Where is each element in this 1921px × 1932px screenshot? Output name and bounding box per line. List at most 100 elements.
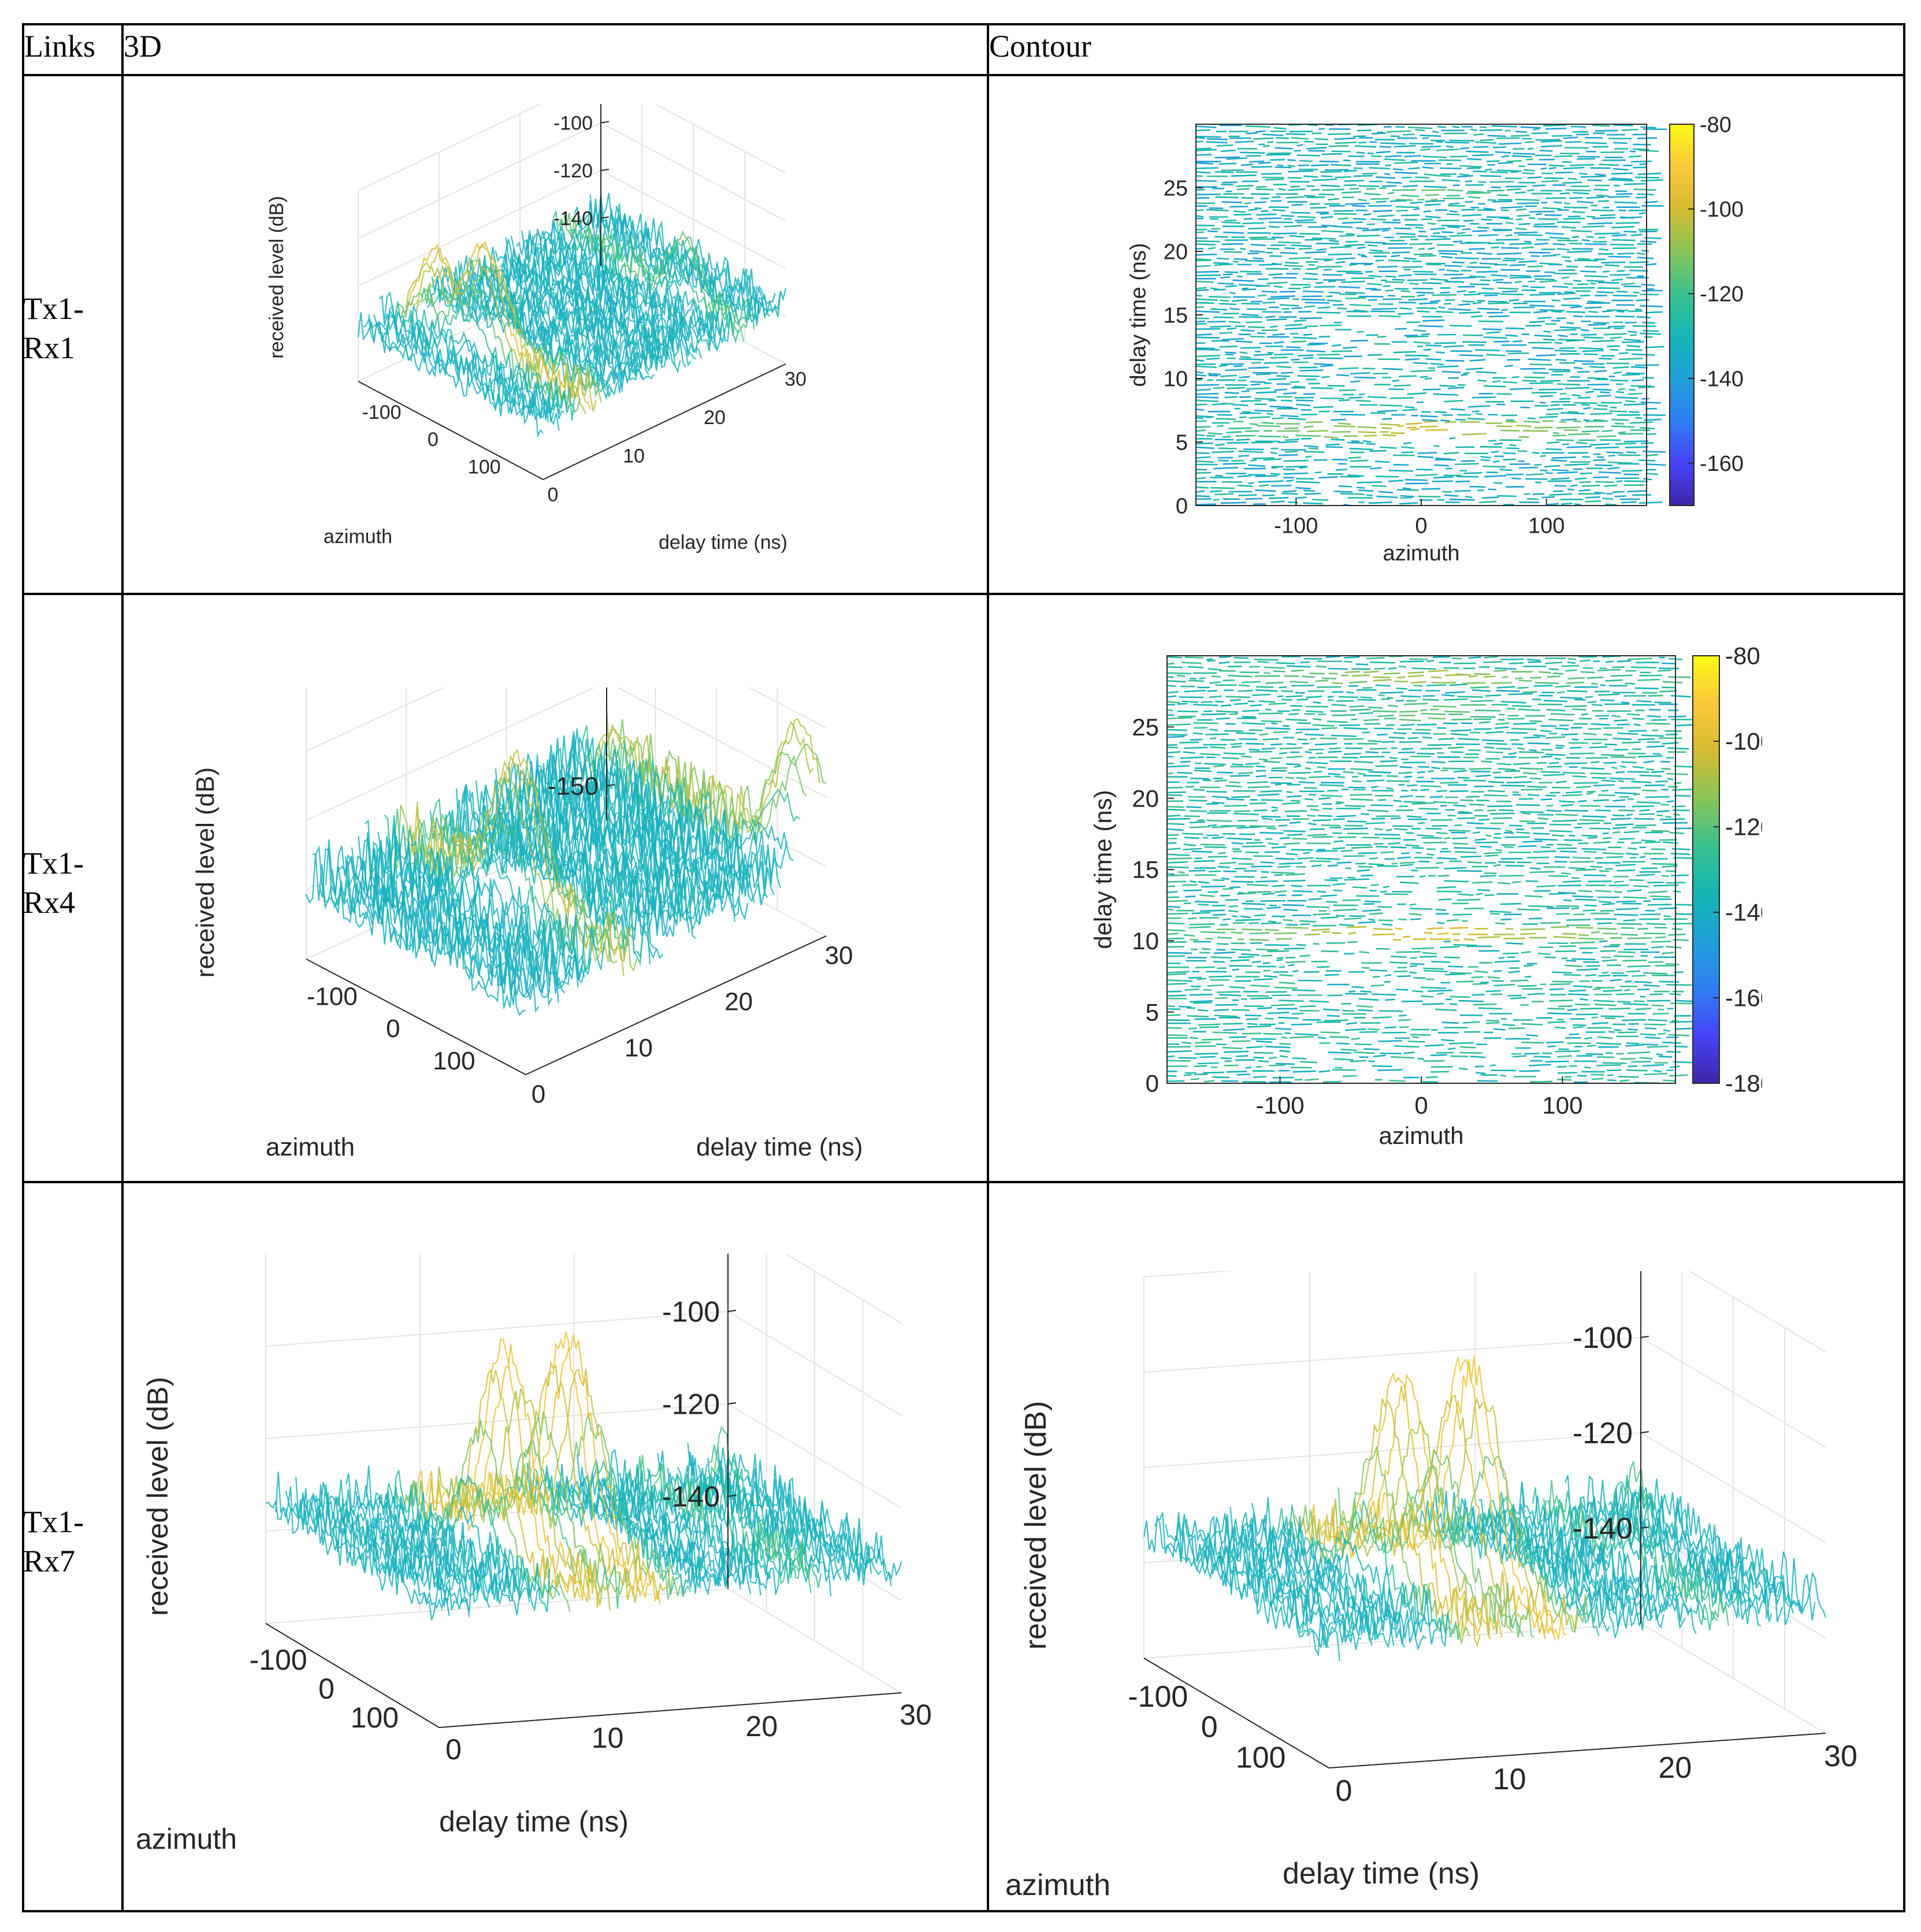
contour-line bbox=[1584, 1036, 1593, 1040]
contour-line bbox=[1294, 396, 1314, 399]
contour-line bbox=[1422, 166, 1434, 169]
contour-line bbox=[1622, 373, 1640, 376]
contour-line bbox=[1363, 670, 1380, 674]
contour-line bbox=[1567, 690, 1588, 693]
contour-line bbox=[1235, 919, 1261, 922]
contour-line bbox=[1645, 768, 1655, 771]
contour-line bbox=[1642, 1064, 1664, 1067]
contour-line bbox=[1610, 274, 1630, 276]
contour-line bbox=[1539, 280, 1558, 283]
contour-line bbox=[1617, 732, 1638, 735]
contour-line bbox=[1346, 297, 1366, 300]
contour-line bbox=[1321, 184, 1340, 187]
contour-line bbox=[1654, 884, 1679, 887]
contour-line bbox=[1238, 689, 1253, 692]
contour-line bbox=[1371, 984, 1384, 987]
surface-line bbox=[599, 718, 820, 841]
contour-line bbox=[1569, 834, 1576, 837]
contour-line bbox=[1586, 965, 1600, 967]
contour-line bbox=[1470, 206, 1480, 209]
contour-line bbox=[1566, 265, 1578, 268]
contour-line bbox=[1217, 967, 1227, 969]
grid-line bbox=[306, 688, 827, 752]
contour-line bbox=[1561, 304, 1580, 307]
header-links: Links bbox=[24, 29, 96, 64]
contour-line bbox=[1637, 755, 1663, 758]
contour-line bbox=[1409, 658, 1428, 660]
contour-line bbox=[1195, 359, 1205, 362]
contour-line bbox=[1166, 786, 1183, 789]
contour-line bbox=[1651, 1004, 1664, 1007]
contour-line bbox=[1590, 772, 1611, 775]
contour-line bbox=[1553, 490, 1563, 492]
contour-line bbox=[1376, 151, 1391, 154]
contour-line bbox=[1644, 984, 1660, 987]
contour-line bbox=[1486, 751, 1503, 753]
contour-line bbox=[1166, 890, 1178, 894]
contour-line bbox=[1534, 838, 1558, 841]
contour-line bbox=[1256, 213, 1277, 216]
contour-line bbox=[1400, 496, 1413, 499]
contour-line bbox=[1270, 451, 1278, 455]
contour-line bbox=[1421, 995, 1433, 998]
contour-line bbox=[1450, 1055, 1468, 1057]
contour-line bbox=[1528, 163, 1547, 166]
contour-line bbox=[1241, 953, 1260, 956]
contour-line bbox=[1607, 1074, 1614, 1076]
contour-line bbox=[1493, 482, 1503, 484]
contour-line bbox=[1286, 480, 1294, 482]
contour-line bbox=[1513, 763, 1530, 766]
contour-line bbox=[1284, 927, 1309, 929]
contour-line bbox=[1441, 770, 1448, 772]
contour-line bbox=[1166, 853, 1190, 856]
contour-line bbox=[1576, 968, 1599, 971]
contour-line bbox=[1480, 846, 1492, 848]
contour-line bbox=[1220, 704, 1232, 707]
contour-line bbox=[1291, 894, 1302, 897]
contour-line bbox=[1268, 225, 1280, 228]
x-tick-label: -100 bbox=[362, 402, 401, 423]
contour-line bbox=[1452, 261, 1465, 263]
contour-line bbox=[1217, 283, 1234, 285]
contour-line bbox=[1283, 842, 1301, 845]
contour-line bbox=[1594, 370, 1607, 373]
contour-line bbox=[1468, 405, 1491, 408]
contour-line bbox=[1504, 846, 1514, 848]
contour-line bbox=[1530, 255, 1540, 257]
contour-line bbox=[1647, 1019, 1668, 1021]
contour-line bbox=[1359, 756, 1385, 758]
contour-line bbox=[1307, 814, 1316, 817]
contour-line bbox=[1510, 997, 1526, 1000]
contour-line bbox=[1370, 412, 1386, 414]
contour-line bbox=[1370, 218, 1387, 221]
contour-line bbox=[1294, 385, 1306, 388]
contour-line bbox=[1612, 826, 1627, 830]
y-tick-label: 5 bbox=[1176, 430, 1188, 455]
contour-line bbox=[1617, 870, 1636, 872]
contour-line bbox=[1360, 696, 1373, 699]
contour-line bbox=[1210, 287, 1218, 290]
contour-line bbox=[1571, 248, 1593, 250]
contour-line bbox=[1417, 294, 1425, 297]
contour-line bbox=[1391, 254, 1400, 258]
contour-line bbox=[1380, 890, 1388, 893]
contour-line bbox=[1394, 161, 1418, 164]
contour-line bbox=[1398, 771, 1413, 774]
contour-line bbox=[1540, 730, 1552, 733]
contour-line bbox=[1231, 174, 1257, 177]
contour-line bbox=[1249, 160, 1265, 163]
contour-line bbox=[1627, 1051, 1651, 1054]
contour-line bbox=[1284, 1032, 1291, 1034]
contour-line bbox=[1218, 661, 1230, 664]
contour-line bbox=[1607, 345, 1621, 348]
contour-line bbox=[1277, 430, 1301, 432]
contour-line bbox=[1306, 196, 1325, 198]
contour-line bbox=[1515, 191, 1526, 194]
contour-line bbox=[1476, 252, 1493, 255]
contour-line bbox=[1283, 472, 1309, 475]
contour-line bbox=[1166, 1080, 1185, 1082]
contour-line bbox=[1523, 430, 1548, 432]
contour-line bbox=[1402, 487, 1411, 490]
row-label-line1: Tx1- bbox=[23, 291, 84, 326]
z-axis-label: received level (dB) bbox=[1019, 1401, 1053, 1650]
